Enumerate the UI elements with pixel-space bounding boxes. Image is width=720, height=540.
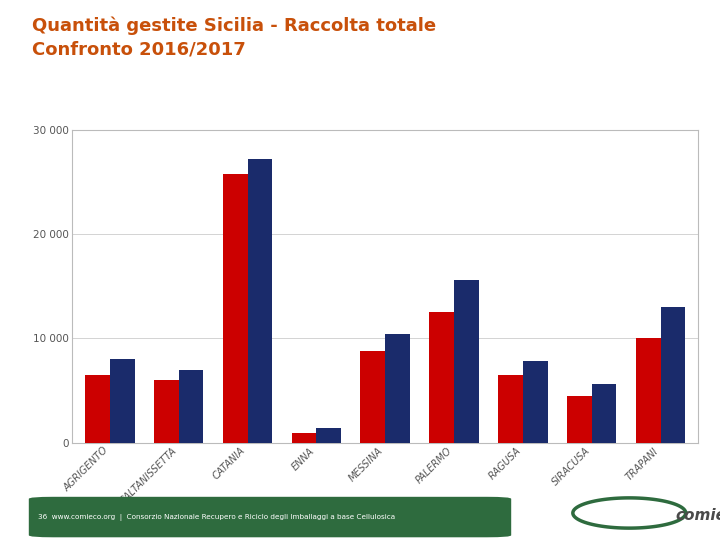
Bar [429, 312, 454, 443]
Text: comieco: comieco [675, 508, 720, 523]
Bar [154, 380, 179, 443]
Bar [361, 351, 385, 443]
Bar [660, 307, 685, 443]
Bar [385, 334, 410, 443]
Bar [454, 280, 479, 443]
Bar [316, 428, 341, 443]
Bar [179, 370, 204, 443]
Bar [592, 384, 616, 443]
Bar [110, 359, 135, 443]
Bar [292, 434, 316, 443]
Bar [523, 361, 548, 443]
Bar [567, 396, 592, 443]
Bar [85, 375, 110, 443]
Bar [222, 174, 248, 443]
Text: Quantità gestite Sicilia - Raccolta totale
Confronto 2016/2017: Quantità gestite Sicilia - Raccolta tota… [32, 16, 436, 58]
Bar [636, 339, 660, 443]
Text: 36  www.comieco.org  |  Consorzio Nazionale Recupero e Riciclo degli Imballaggi : 36 www.comieco.org | Consorzio Nazionale… [38, 514, 395, 521]
FancyBboxPatch shape [29, 497, 511, 537]
Bar [498, 375, 523, 443]
Bar [248, 159, 272, 443]
